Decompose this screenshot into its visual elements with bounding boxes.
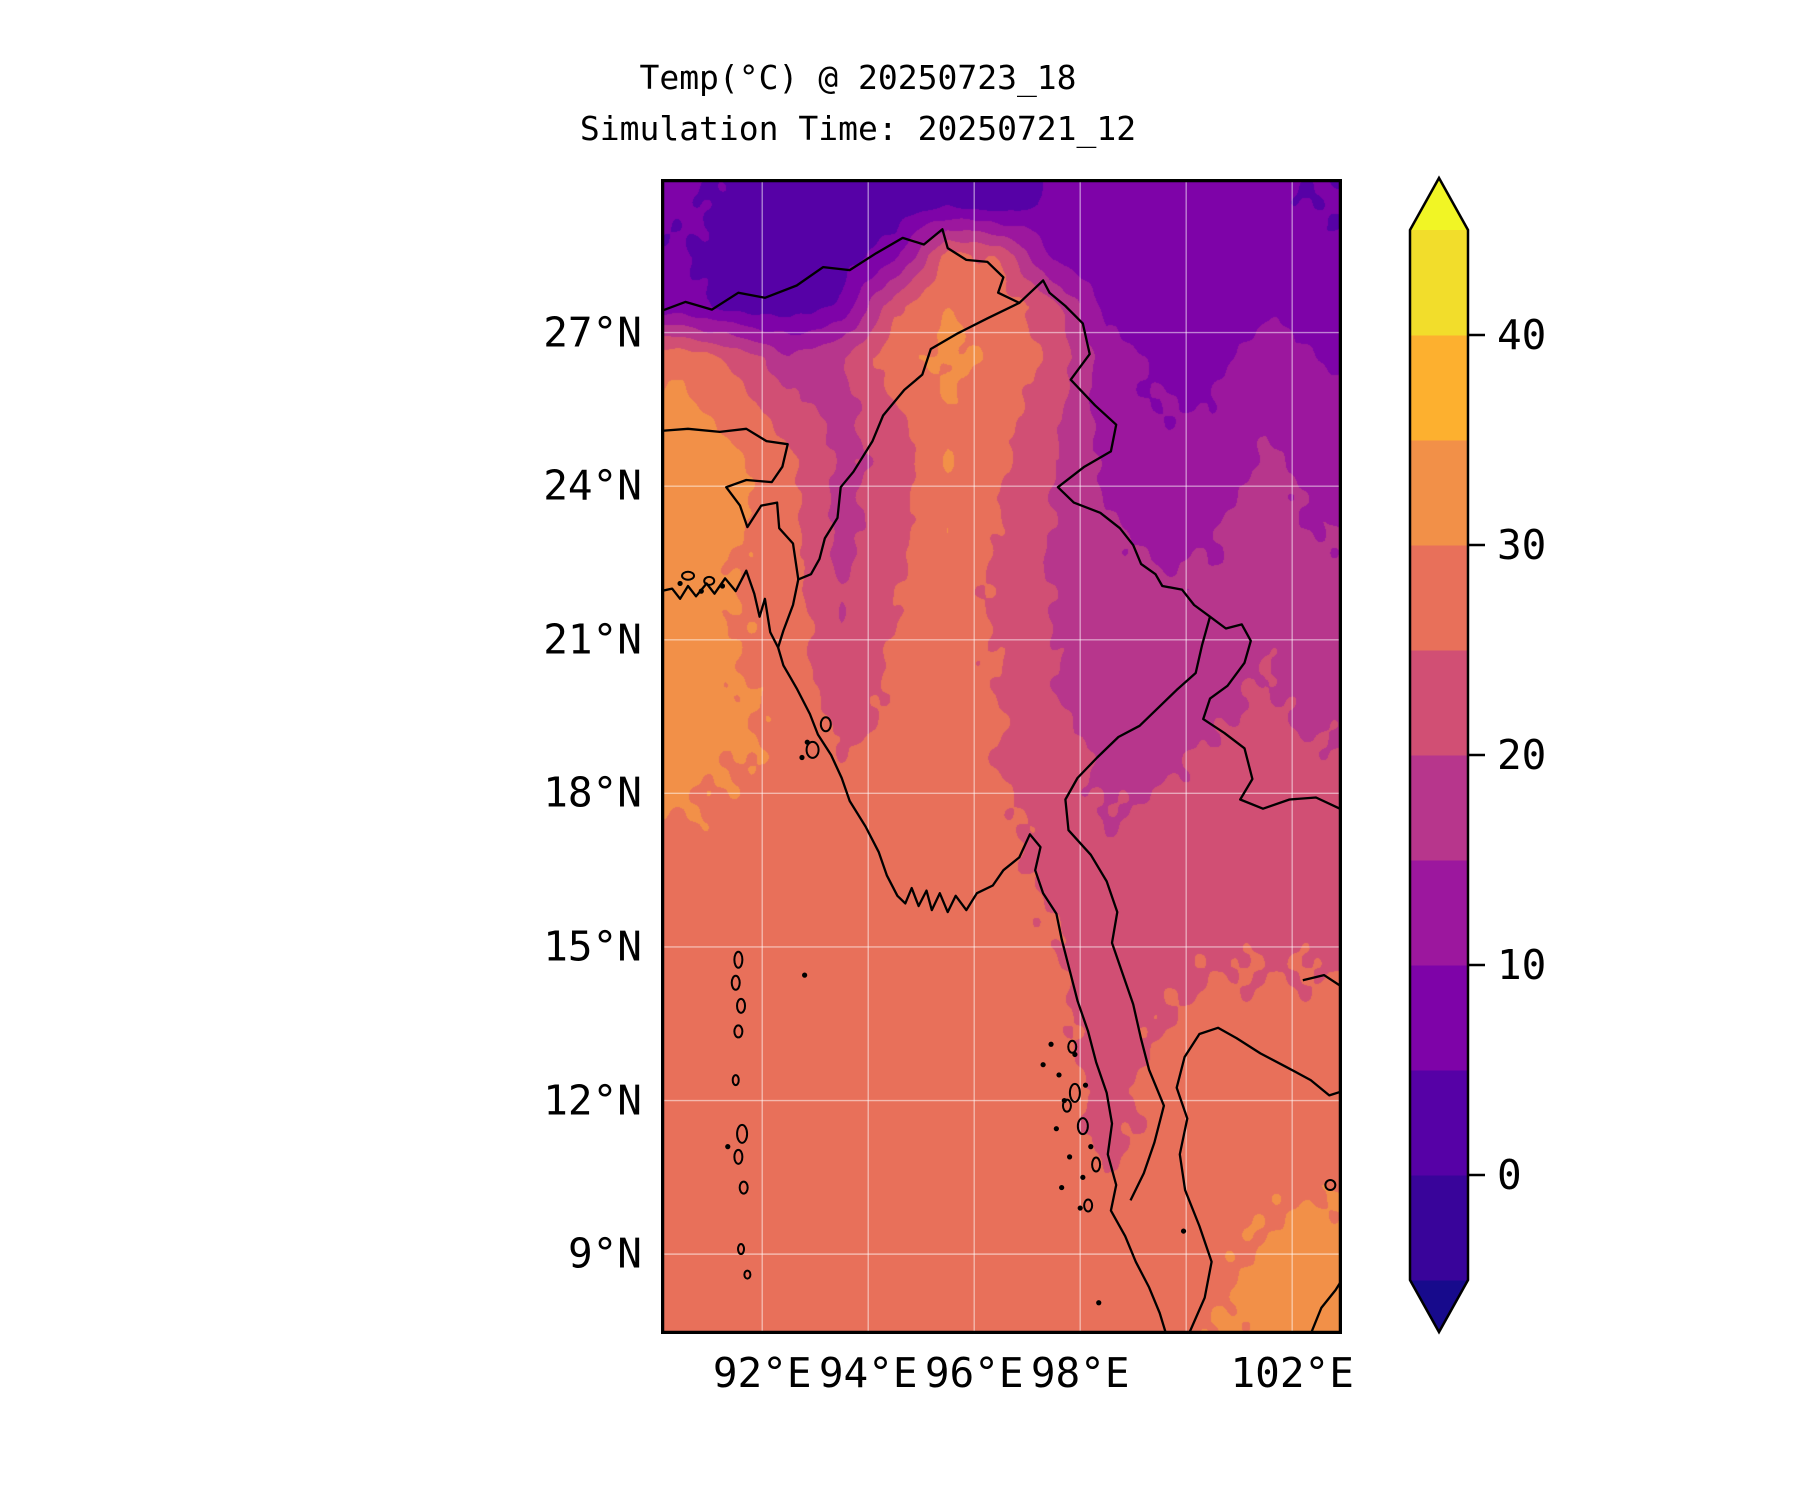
colorbar-segment — [1410, 1175, 1468, 1281]
islet-speck — [799, 754, 805, 761]
island-outline — [736, 997, 747, 1014]
colorbar-under-arrow — [1410, 1280, 1468, 1332]
islet-speck — [1053, 1126, 1059, 1132]
country-border — [661, 228, 1342, 811]
islet-speck — [1059, 1184, 1065, 1191]
colorbar-tick-label: 30 — [1497, 521, 1546, 569]
x-tick-label: 94°E — [818, 1349, 918, 1397]
colorbar-tick-label: 0 — [1497, 1151, 1522, 1199]
colorbar-segment — [1410, 335, 1468, 441]
island-outline — [736, 1123, 749, 1144]
country-border — [1302, 973, 1342, 988]
colorbar-segment — [1410, 545, 1468, 651]
country-border — [777, 301, 1020, 648]
island-outline — [805, 740, 820, 759]
y-tick-label: 12°N — [543, 1076, 642, 1125]
island-outline — [733, 950, 744, 969]
temperature-field-canvas — [661, 179, 1342, 1334]
country-border — [661, 427, 800, 580]
islet-speck — [1048, 1041, 1054, 1047]
plot-title-line2: Simulation Time: 20250721_12 — [579, 109, 1137, 148]
coastline — [661, 569, 1168, 1334]
islet-speck — [1096, 1300, 1102, 1306]
map-axes — [661, 179, 1342, 1334]
islet-speck — [1072, 1051, 1078, 1058]
islet-speck — [1180, 1228, 1187, 1234]
islet-speck — [1077, 1205, 1083, 1211]
island-outline — [743, 1269, 752, 1280]
y-tick-label: 15°N — [543, 922, 642, 971]
islet-speck — [719, 583, 726, 589]
island-outline — [1324, 1179, 1337, 1192]
map-overlay — [661, 179, 1342, 1334]
islet-speck — [1082, 1082, 1089, 1088]
islet-speck — [1056, 1072, 1062, 1078]
island-outline — [819, 716, 832, 733]
y-tick-label: 27°N — [543, 308, 642, 357]
island-outline — [733, 1148, 744, 1165]
colorbar: 40 30 20 10 0 — [1408, 175, 1546, 1335]
country-border — [1064, 616, 1212, 1201]
y-tick-label: 24°N — [543, 461, 642, 510]
islet-speck — [804, 739, 810, 745]
islet-speck — [1080, 1174, 1086, 1180]
colorbar-segment — [1410, 1070, 1468, 1176]
island-outline — [730, 974, 741, 991]
island-outline — [1083, 1198, 1094, 1213]
colorbar-tick-label: 40 — [1497, 311, 1546, 359]
islet-speck — [1040, 1062, 1046, 1068]
island-outline — [1067, 1039, 1078, 1054]
islet-speck — [1088, 1144, 1094, 1150]
island-outline — [738, 1180, 749, 1195]
colorbar-over-arrow — [1410, 178, 1468, 230]
island-outline — [731, 1074, 740, 1087]
colorbar-segment — [1410, 755, 1468, 861]
plot-title-line1: Temp(°C) @ 20250723_18 — [639, 58, 1077, 97]
colorbar-segment — [1410, 860, 1468, 966]
islet-speck — [677, 580, 683, 587]
colorbar-segment — [1410, 230, 1468, 336]
island-outline — [703, 575, 716, 586]
x-tick-label: 92°E — [712, 1349, 812, 1397]
island-outline — [1091, 1156, 1102, 1173]
colorbar-outline — [1408, 175, 1470, 1335]
island-outline — [1068, 1082, 1081, 1103]
colorbar-segment — [1410, 440, 1468, 546]
islet-speck — [802, 972, 808, 978]
y-tick-label: 9°N — [567, 1229, 642, 1278]
islet-speck — [698, 588, 704, 594]
island-outline — [1076, 1117, 1089, 1136]
coastline — [1175, 1026, 1342, 1334]
island-outline — [733, 1024, 744, 1039]
islet-speck — [725, 1144, 731, 1150]
colorbar-segment — [1410, 965, 1468, 1071]
x-tick-label: 96°E — [924, 1349, 1024, 1397]
island-outline — [1061, 1098, 1072, 1113]
colorbar-tick-label: 20 — [1497, 731, 1546, 779]
x-tick-label: 98°E — [1030, 1349, 1130, 1397]
colorbar-segment — [1410, 650, 1468, 756]
island-outline — [737, 1243, 746, 1256]
map-frame — [661, 179, 1342, 1334]
islet-speck — [1067, 1154, 1073, 1160]
y-tick-label: 21°N — [543, 615, 642, 664]
coastline — [1309, 1279, 1342, 1334]
colorbar-tick-label: 10 — [1497, 941, 1546, 989]
y-tick-label: 18°N — [543, 768, 642, 817]
x-tick-label: 102°E — [1230, 1349, 1354, 1397]
island-outline — [681, 570, 696, 581]
islet-speck — [1061, 1097, 1067, 1104]
